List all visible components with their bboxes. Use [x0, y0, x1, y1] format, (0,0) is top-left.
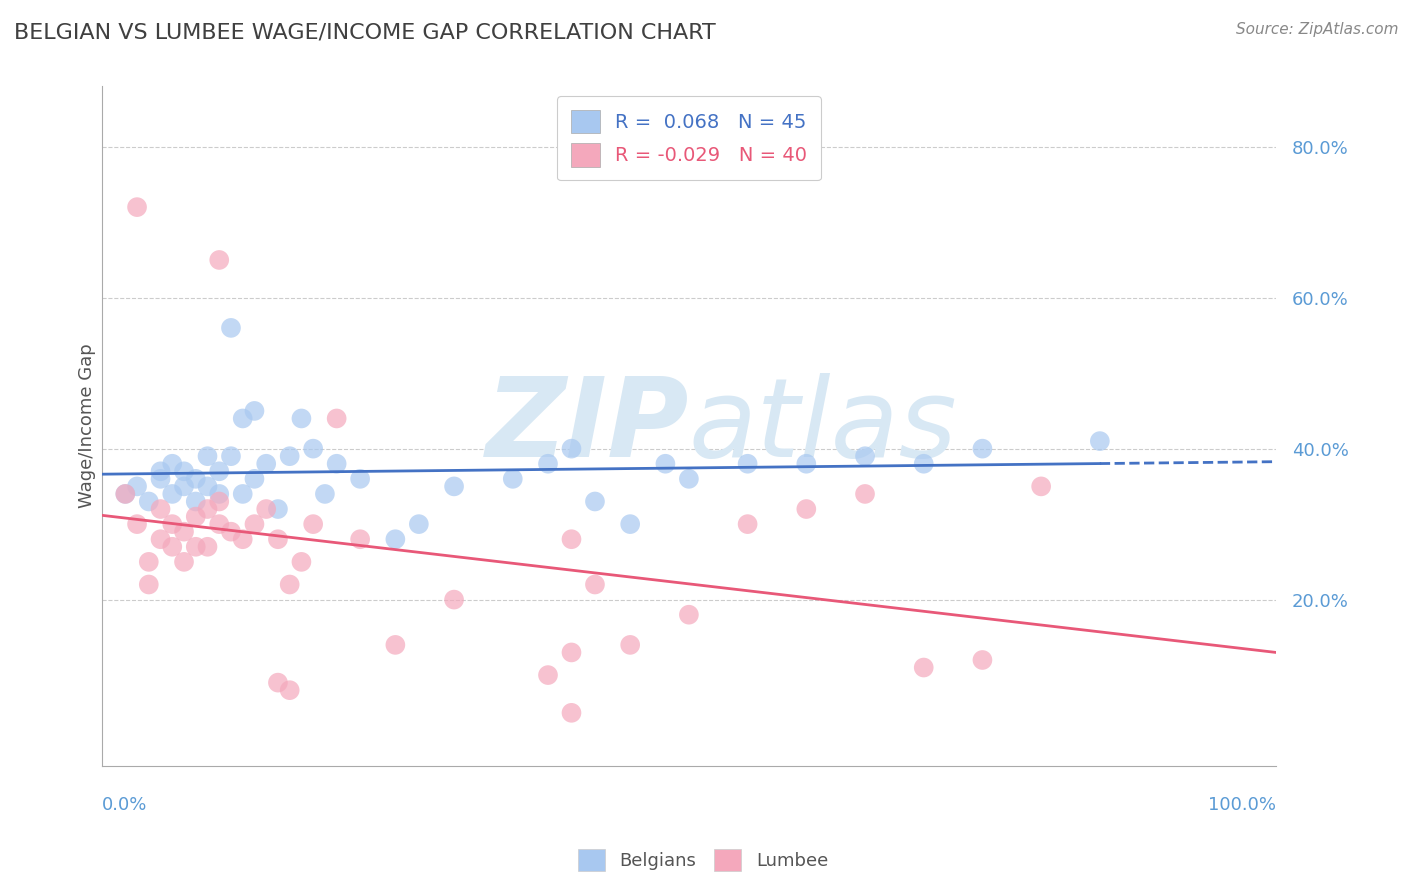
Point — [278, 449, 301, 463]
Point — [162, 540, 184, 554]
Point — [325, 457, 347, 471]
Point — [219, 449, 242, 463]
Point — [325, 411, 347, 425]
Point — [149, 464, 172, 478]
Text: Source: ZipAtlas.com: Source: ZipAtlas.com — [1236, 22, 1399, 37]
Point — [972, 653, 994, 667]
Point — [408, 517, 430, 532]
Point — [619, 517, 641, 532]
Point — [1031, 479, 1053, 493]
Point — [232, 411, 254, 425]
Point — [197, 479, 219, 493]
Point — [219, 321, 242, 335]
Point — [138, 577, 160, 591]
Point — [537, 668, 560, 682]
Point — [125, 517, 148, 532]
Point — [267, 502, 290, 516]
Point — [184, 472, 207, 486]
Point — [197, 449, 219, 463]
Point — [232, 487, 254, 501]
Point — [243, 517, 266, 532]
Point — [853, 449, 876, 463]
Text: ZIP: ZIP — [485, 373, 689, 480]
Point — [302, 442, 325, 456]
Point — [184, 540, 207, 554]
Point — [208, 487, 231, 501]
Point — [114, 487, 136, 501]
Point — [678, 472, 700, 486]
Point — [972, 442, 994, 456]
Point — [560, 442, 582, 456]
Point — [737, 517, 759, 532]
Point — [125, 200, 148, 214]
Point — [443, 592, 465, 607]
Point — [219, 524, 242, 539]
Point — [583, 494, 606, 508]
Point — [162, 487, 184, 501]
Point — [162, 517, 184, 532]
Point — [197, 540, 219, 554]
Point — [232, 533, 254, 547]
Point — [678, 607, 700, 622]
Point — [560, 706, 582, 720]
Point — [290, 411, 312, 425]
Point — [443, 479, 465, 493]
Point — [173, 524, 195, 539]
Point — [254, 502, 277, 516]
Y-axis label: Wage/Income Gap: Wage/Income Gap — [79, 343, 96, 508]
Point — [737, 457, 759, 471]
Point — [138, 494, 160, 508]
Point — [290, 555, 312, 569]
Point — [125, 479, 148, 493]
Point — [560, 533, 582, 547]
Point — [654, 457, 676, 471]
Point — [278, 683, 301, 698]
Point — [537, 457, 560, 471]
Legend: R =  0.068   N = 45, R = -0.029   N = 40: R = 0.068 N = 45, R = -0.029 N = 40 — [557, 96, 821, 180]
Legend: Belgians, Lumbee: Belgians, Lumbee — [571, 842, 835, 879]
Point — [254, 457, 277, 471]
Point — [208, 464, 231, 478]
Point — [794, 457, 817, 471]
Point — [1088, 434, 1111, 449]
Point — [349, 472, 371, 486]
Point — [184, 509, 207, 524]
Point — [208, 517, 231, 532]
Point — [184, 494, 207, 508]
Point — [583, 577, 606, 591]
Text: 0.0%: 0.0% — [101, 797, 148, 814]
Point — [853, 487, 876, 501]
Point — [560, 645, 582, 659]
Point — [349, 533, 371, 547]
Point — [384, 638, 406, 652]
Text: BELGIAN VS LUMBEE WAGE/INCOME GAP CORRELATION CHART: BELGIAN VS LUMBEE WAGE/INCOME GAP CORREL… — [14, 22, 716, 42]
Point — [208, 252, 231, 267]
Point — [243, 472, 266, 486]
Point — [208, 494, 231, 508]
Point — [384, 533, 406, 547]
Point — [243, 404, 266, 418]
Point — [278, 577, 301, 591]
Point — [197, 502, 219, 516]
Point — [267, 675, 290, 690]
Point — [114, 487, 136, 501]
Point — [502, 472, 524, 486]
Point — [173, 479, 195, 493]
Point — [138, 555, 160, 569]
Point — [173, 555, 195, 569]
Point — [619, 638, 641, 652]
Point — [794, 502, 817, 516]
Text: atlas: atlas — [689, 373, 957, 480]
Point — [149, 502, 172, 516]
Point — [912, 457, 935, 471]
Point — [149, 533, 172, 547]
Point — [912, 660, 935, 674]
Text: 100.0%: 100.0% — [1208, 797, 1277, 814]
Point — [267, 533, 290, 547]
Point — [314, 487, 336, 501]
Point — [302, 517, 325, 532]
Point — [149, 472, 172, 486]
Point — [173, 464, 195, 478]
Point — [162, 457, 184, 471]
